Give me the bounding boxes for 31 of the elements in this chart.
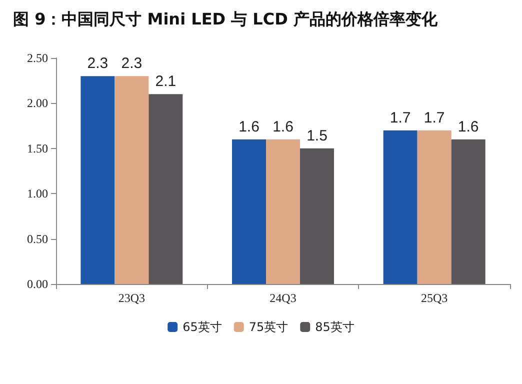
legend-label: 85英寸 [315,320,354,334]
y-tick-label: 1.00 [27,186,48,201]
bar [266,139,300,284]
x-tick-label: 24Q3 [270,291,296,305]
legend-label: 65英寸 [182,320,222,334]
bar [417,130,452,284]
bar [114,76,149,284]
legend-label: 75英寸 [248,320,288,334]
bar [451,139,486,284]
data-label: 1.6 [238,118,260,136]
y-tick-label: 2.50 [27,51,48,65]
y-tick-label: 0.50 [27,232,48,246]
data-label: 1.6 [272,118,294,136]
x-tick-label: 23Q3 [118,291,146,305]
chart-title: 图 9：中国同尺寸 Mini LED 与 LCD 产品的价格倍率变化 [13,10,438,28]
y-tick-label: 1.50 [27,141,48,156]
bar [232,139,266,284]
data-label: 2.1 [155,73,176,90]
bar [383,130,418,284]
data-label: 2.3 [87,55,108,72]
data-label: 2.3 [121,55,142,72]
y-tick-label: 0.00 [27,277,48,291]
x-tick-label: 25Q3 [420,291,448,305]
bar [148,94,183,284]
bar [300,148,334,284]
data-label: 1.7 [390,109,411,126]
data-label: 1.7 [424,109,445,126]
y-tick-label: 2.00 [27,96,48,110]
data-label: 1.5 [306,127,328,144]
bar [80,76,115,284]
data-label: 1.6 [458,118,479,136]
